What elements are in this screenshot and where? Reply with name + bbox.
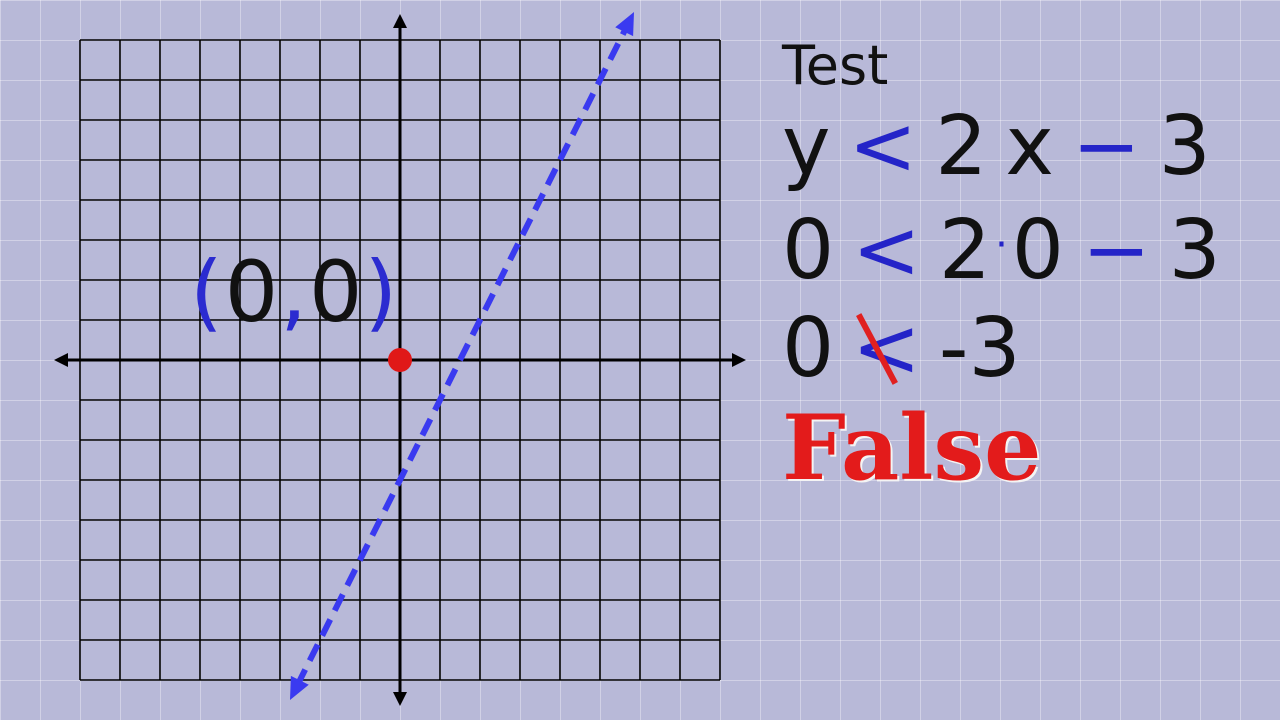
simplified-line: 0 < -3 bbox=[782, 300, 1221, 398]
lhs: 0 bbox=[782, 301, 835, 396]
less-than-op: < bbox=[852, 203, 921, 298]
open-paren: ( bbox=[190, 243, 225, 341]
inequality-line: y <2 x −3 bbox=[782, 98, 1221, 196]
test-point-label: (0,0) bbox=[190, 250, 399, 334]
test-work: Test y <2 x −3 0 <2·0−3 0 < -3 False bbox=[782, 34, 1221, 501]
minus-op: − bbox=[1081, 203, 1151, 298]
result-false: False bbox=[782, 395, 1042, 501]
y-axis-bottom-arrow bbox=[393, 692, 407, 706]
x-axis-right-arrow bbox=[732, 353, 746, 367]
point-x: 0 bbox=[224, 243, 281, 341]
coef: 2 bbox=[938, 203, 992, 298]
point-y: 0 bbox=[308, 243, 365, 341]
y-var: y bbox=[782, 99, 831, 194]
rhs: -3 bbox=[938, 301, 1021, 396]
dashed-boundary-line bbox=[294, 24, 630, 688]
boundary-arrow-bottom bbox=[290, 675, 309, 700]
minus-op: − bbox=[1071, 99, 1141, 194]
less-than-op: < bbox=[848, 99, 918, 194]
constant: 3 bbox=[1158, 99, 1211, 194]
test-title: Test bbox=[782, 34, 889, 97]
x-var: x bbox=[1005, 99, 1054, 194]
multiply-dot: · bbox=[995, 222, 1008, 268]
boundary-arrow-top bbox=[615, 12, 634, 37]
comma: , bbox=[280, 243, 309, 341]
coef: 2 bbox=[935, 99, 988, 194]
close-paren: ) bbox=[364, 243, 400, 341]
x-value: 0 bbox=[1011, 203, 1064, 298]
x-axis-left-arrow bbox=[54, 353, 68, 367]
lhs: 0 bbox=[782, 203, 835, 298]
substitution-line: 0 <2·0−3 bbox=[782, 196, 1221, 300]
crossed-less-than: < bbox=[852, 300, 921, 398]
boundary-line bbox=[290, 12, 634, 700]
y-axis-top-arrow bbox=[393, 14, 407, 28]
test-point bbox=[388, 348, 412, 372]
constant: 3 bbox=[1168, 203, 1221, 298]
